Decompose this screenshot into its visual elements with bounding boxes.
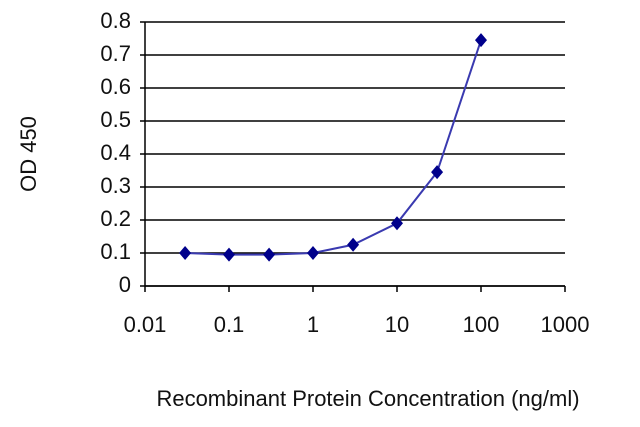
y-tick-label: 0.6 — [100, 74, 131, 99]
x-tick-label: 1000 — [541, 312, 590, 337]
marker — [223, 247, 235, 262]
y-tick-label: 0.2 — [100, 206, 131, 231]
x-tick-label: 0.1 — [214, 312, 245, 337]
y-tick-label: 0.5 — [100, 107, 131, 132]
x-tick-label: 1 — [307, 312, 319, 337]
y-tick-label: 0.3 — [100, 173, 131, 198]
y-axis-title: OD 450 — [16, 116, 41, 192]
marker — [179, 246, 192, 260]
marker — [391, 216, 403, 231]
marker — [431, 165, 444, 180]
line — [185, 39, 482, 256]
marker — [263, 247, 276, 262]
x-tick-label: 100 — [463, 312, 500, 337]
y-tick-label: 0.4 — [100, 140, 131, 165]
x-axis-title: Recombinant Protein Concentration (ng/ml… — [156, 386, 579, 411]
marker — [475, 33, 487, 48]
marker — [307, 246, 319, 260]
x-tick-label: 0.01 — [124, 312, 167, 337]
x-tick-label: 10 — [385, 312, 409, 337]
y-tick-label: 0.7 — [100, 41, 131, 66]
y-tick-label: 0.1 — [100, 239, 131, 264]
marker — [347, 237, 360, 252]
y-tick-label: 0 — [119, 272, 131, 297]
y-tick-label: 0.8 — [100, 8, 131, 33]
